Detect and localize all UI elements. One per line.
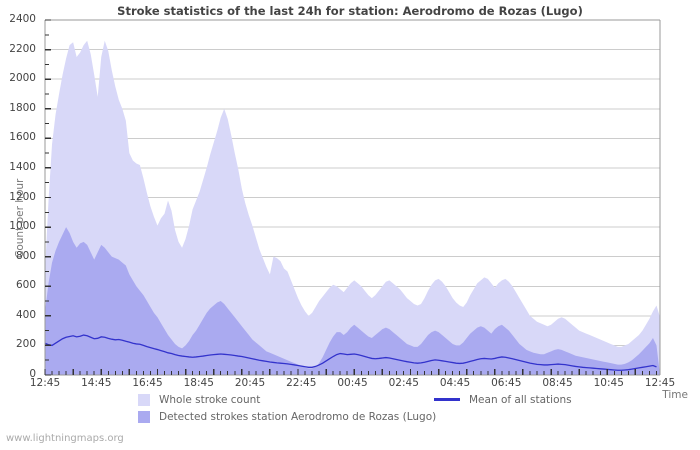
footer-source: www.lightningmaps.org — [6, 433, 124, 444]
legend-item: Whole stroke count — [138, 392, 260, 407]
y-axis-tick-label: 1400 — [9, 160, 36, 173]
x-axis-label: Time — [662, 389, 688, 401]
legend-item-label: Mean of all stations — [469, 393, 572, 406]
legend-line-marker — [434, 398, 460, 401]
y-axis-tick-label: 0 — [29, 368, 36, 380]
legend-item-label: Detected strokes station Aerodromo de Ro… — [159, 410, 437, 423]
area-series-detected-strokes — [45, 227, 660, 375]
x-axis-tick-label: 16:45 — [132, 377, 163, 389]
x-axis-tick-label: 12:45 — [644, 377, 676, 389]
chart-legend: Whole stroke count Detected strokes stati… — [0, 392, 700, 428]
legend-color-swatch — [138, 393, 150, 406]
y-axis-tick-label: 400 — [15, 308, 36, 321]
x-axis-tick-label: 06:45 — [491, 377, 522, 389]
legend-item: Detected strokes station Aerodromo de Ro… — [138, 409, 436, 424]
legend-color-swatch — [138, 410, 150, 423]
y-axis-tick-label: 1200 — [9, 190, 36, 203]
y-axis-tick-label: 2200 — [9, 42, 36, 55]
x-axis-tick-label: 00:45 — [337, 377, 368, 389]
y-axis-tick-label: 1000 — [9, 220, 36, 233]
legend-item-label: Whole stroke count — [159, 393, 261, 406]
chart-title: Stroke statistics of the last 24h for st… — [117, 4, 583, 18]
legend-item: Mean of all stations — [434, 392, 572, 407]
y-axis-tick-label: 600 — [15, 279, 36, 292]
x-axis-tick-label: 20:45 — [234, 377, 266, 389]
x-axis-tick-label: 14:45 — [81, 377, 112, 389]
x-axis-tick-label: 12:45 — [29, 377, 61, 389]
x-axis-tick-label: 18:45 — [183, 377, 214, 389]
y-axis-tick-label: 200 — [15, 338, 36, 351]
x-axis-tick-label: 04:45 — [439, 377, 471, 389]
area-series-whole-stroke-count — [45, 40, 660, 376]
y-axis-tick-label: 1600 — [9, 131, 36, 144]
x-axis-tick-label: 10:45 — [593, 377, 624, 389]
line-series-mean-of-all-stations — [44, 334, 657, 371]
x-axis-tick-label: 08:45 — [542, 377, 573, 389]
x-axis-tick-label: 22:45 — [286, 377, 317, 389]
x-axis-tick-label: 02:45 — [388, 377, 419, 389]
y-axis-tick-label: 1800 — [9, 101, 36, 114]
y-axis-tick-label: 800 — [15, 249, 36, 262]
y-axis-tick-label: 2000 — [9, 72, 36, 85]
y-axis-tick-label: 2400 — [9, 13, 36, 25]
